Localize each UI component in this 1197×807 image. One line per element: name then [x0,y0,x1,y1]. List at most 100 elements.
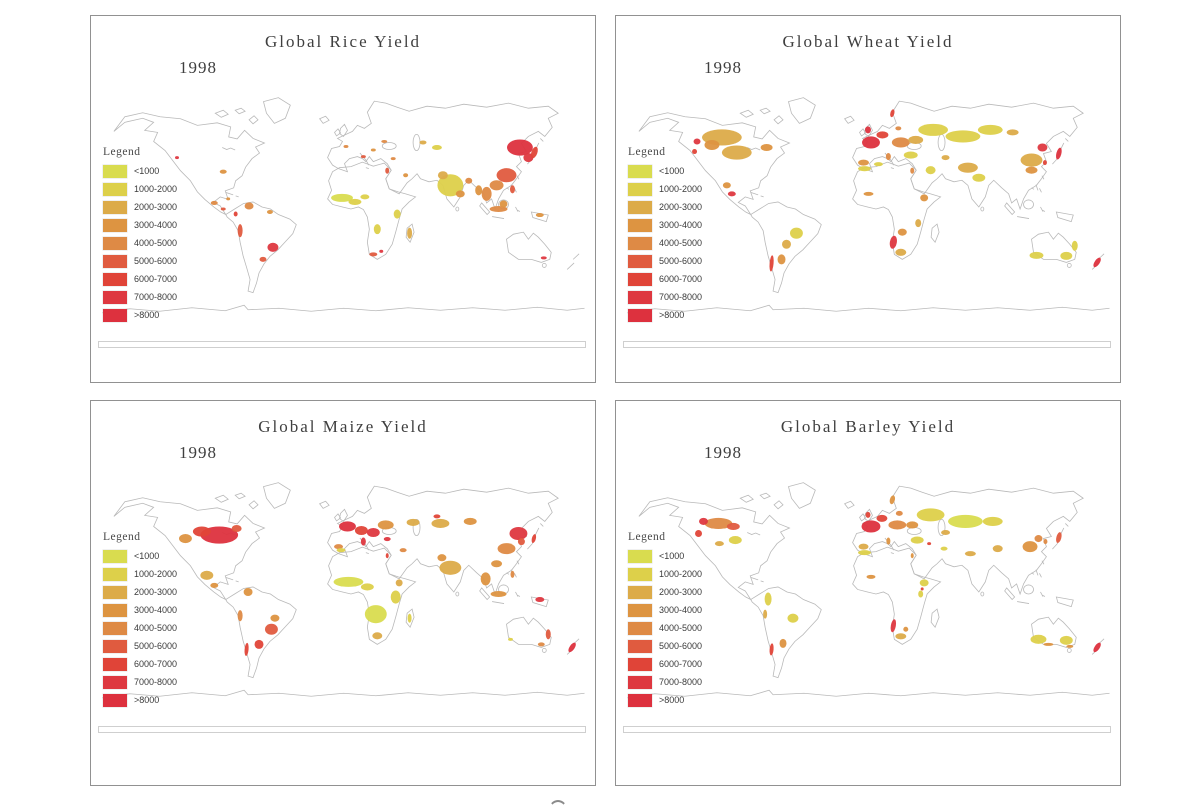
yield-region [1020,153,1043,167]
yield-region [270,614,280,622]
legend-class-label: 2000-3000 [659,202,703,212]
yield-region [266,209,273,215]
yield-region [254,639,264,649]
yield-region [343,144,349,149]
legend-swatch [103,182,127,196]
legend-class-label: 3000-4000 [659,605,703,615]
yield-region [431,518,450,528]
legend-swatch [103,308,127,322]
yield-region [891,137,910,148]
yield-region [531,534,537,543]
legend-swatch [628,218,652,232]
yield-region [876,131,889,139]
legend-class-label: 6000-7000 [659,659,703,669]
yield-region [339,521,356,532]
yield-region [537,642,545,647]
legend-item: 2000-3000 [103,198,213,216]
legend-swatch [628,567,652,581]
yield-region [769,255,774,272]
yield-region [972,173,986,182]
yield-region [364,605,387,624]
yield-region [1030,634,1047,644]
yield-region [1029,251,1044,259]
yield-region [945,130,981,143]
legend-class-label: >8000 [134,310,160,320]
yield-region [1025,166,1038,174]
yield-patches [692,109,1101,272]
yield-region [437,174,464,197]
yield-region [491,560,503,568]
yield-region [499,200,508,208]
legend-swatch [103,164,127,178]
yield-region [437,554,447,562]
legend-swatch [103,200,127,214]
legend-swatch [103,236,127,250]
yield-region [918,590,924,598]
yield-region [360,194,370,200]
yield-region [863,191,874,196]
yield-region [885,153,891,161]
yield-region [769,643,774,656]
yield-region [890,109,895,118]
legend-item: 5000-6000 [628,252,738,270]
legend-swatch [628,585,652,599]
yield-region [692,149,698,155]
legend-item: <1000 [628,547,738,565]
world-map [627,97,1110,313]
legend-swatch [103,657,127,671]
yield-region [373,224,381,235]
yield-region [178,534,192,544]
yield-region [779,638,787,648]
yield-region [517,538,525,546]
yield-region [858,543,869,550]
yield-region [360,155,366,159]
legend-item: 7000-8000 [628,673,738,691]
yield-region [763,609,768,619]
yield-region [437,171,448,180]
legend-item: 5000-6000 [628,637,738,655]
legend-item: 7000-8000 [103,673,213,691]
yield-region [858,159,869,166]
legend-item: 4000-5000 [103,234,213,252]
legend-swatch [103,218,127,232]
panel-wheat: Global Wheat Yield 1998 Legend <1000 1000… [615,15,1121,383]
year-label: 1998 [179,58,217,77]
legend-items: <1000 1000-2000 2000-3000 3000-4000 4000-500… [103,547,213,709]
yield-region [336,548,346,553]
legend-item: 4000-5000 [628,619,738,637]
yield-region [992,545,1003,553]
panel-title: Global Wheat Yield [782,32,954,51]
yield-region [941,529,951,536]
yield-region [507,139,533,156]
legend-class-label: <1000 [659,166,685,176]
yield-region [243,587,253,597]
legend-item: 4000-5000 [103,619,213,637]
yield-region [925,166,936,175]
legend-swatch [103,290,127,304]
legend-swatch [628,639,652,653]
legend-item: 2000-3000 [628,198,738,216]
yield-region [568,642,576,653]
legend-class-label: 4000-5000 [659,623,703,633]
legend-swatch [103,693,127,707]
yield-region [916,508,945,522]
legend-class-label: <1000 [134,551,160,561]
legend-item: 3000-4000 [628,216,738,234]
legend-class-label: 6000-7000 [134,274,178,284]
legend-item: 1000-2000 [628,180,738,198]
legend-item: >8000 [628,306,738,324]
legend-item: 7000-8000 [103,288,213,306]
yield-region [463,517,477,525]
legend-class-label: 3000-4000 [134,605,178,615]
yield-region [360,583,374,591]
yield-region [727,191,736,197]
yield-region [1042,160,1047,166]
legend-class-label: 5000-6000 [659,256,703,266]
yield-region [399,548,407,553]
yield-region [760,143,773,152]
yield-region [508,637,513,641]
yield-region [693,138,701,145]
yield-region [523,153,534,163]
yield-region [200,570,214,580]
panel-title: Global Maize Yield [258,417,428,436]
